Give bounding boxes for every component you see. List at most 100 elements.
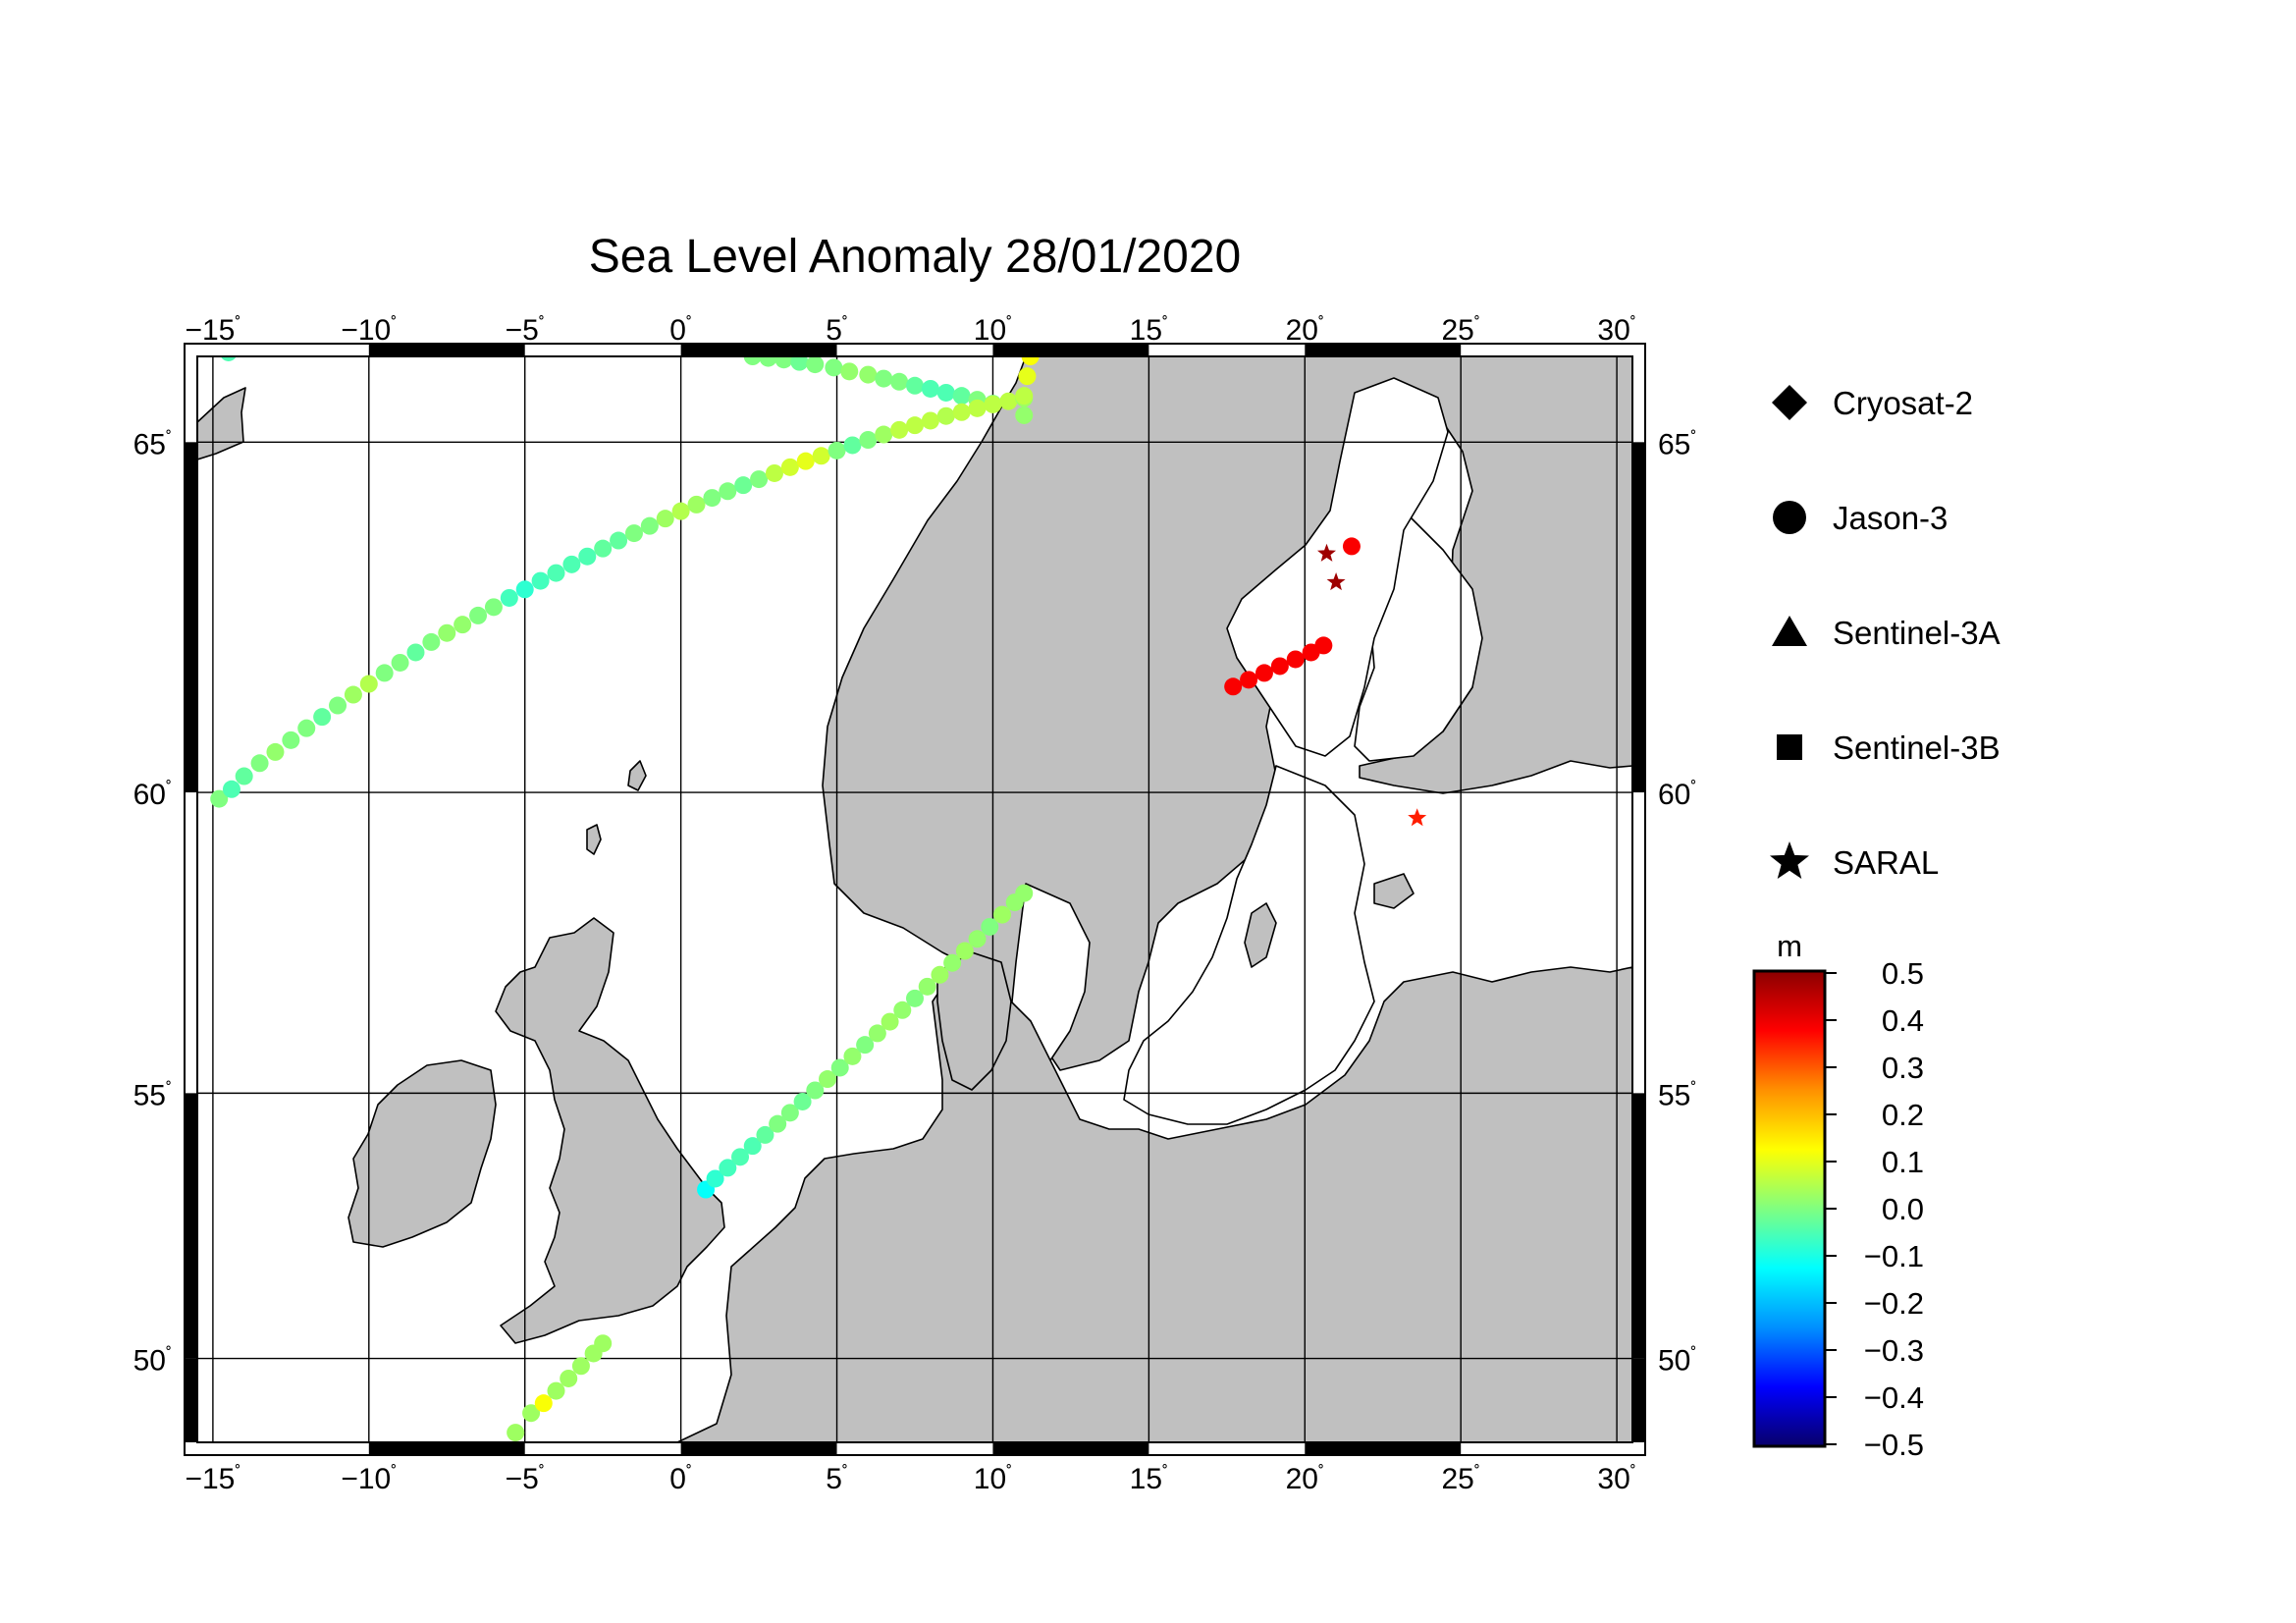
- track-saral: [1317, 543, 1427, 827]
- jason3-point: [594, 1334, 613, 1353]
- jason3-point: [906, 376, 924, 395]
- jason3-point: [391, 653, 409, 672]
- jason3-point: [890, 372, 909, 391]
- jason3-point: [868, 1024, 886, 1043]
- jason3-point: [952, 387, 971, 406]
- jason3-point: [906, 416, 924, 435]
- jason3-point: [671, 502, 690, 520]
- jason3-point: [999, 392, 1018, 410]
- great-britain-land: [495, 917, 725, 1344]
- jason3-point: [921, 411, 939, 430]
- jason3-point: [706, 1169, 724, 1188]
- jason3-point: [968, 399, 987, 417]
- jason3-point: [719, 482, 737, 501]
- jason3-point: [210, 789, 229, 808]
- jason3-point: [610, 531, 628, 550]
- axis-tick-labels: −15˚ −15˚ −10˚ −10˚ −5˚ −5˚ 0˚ 0˚ 5˚ 5˚ 10˚ 10˚ 15˚ 1…: [133, 314, 1697, 1495]
- lat-tick-label: 55˚: [1658, 1079, 1696, 1111]
- star-icon: [1770, 841, 1809, 879]
- colorbar-label: 0.1: [1882, 1145, 1924, 1179]
- jason3-point: [500, 588, 518, 607]
- colorbar-label: −0.3: [1864, 1333, 1924, 1368]
- satellite-tracks: [210, 356, 1427, 1442]
- lon-tick-label: −15˚: [185, 314, 240, 347]
- jason3-point: [484, 598, 503, 617]
- jason3-point: [806, 356, 825, 374]
- jason3-point: [534, 1394, 553, 1413]
- jason3-point: [743, 1137, 762, 1156]
- jason3-point: [968, 930, 987, 948]
- frame-band: [368, 1442, 525, 1455]
- jason3-point: [793, 1092, 812, 1110]
- jason3-point: [981, 917, 999, 936]
- jason3-point: [422, 632, 441, 651]
- jason3-point: [843, 1047, 862, 1065]
- jason3-point: [812, 447, 830, 465]
- jason3-point: [843, 436, 862, 455]
- legend-label: Sentinel-3A: [1833, 615, 2001, 651]
- jason3-point: [790, 356, 809, 371]
- colorbar: m 0.5 0.4 0.3 0.2 0.1 0.0 −0.1 −0.2 −0.3 −0.4 −0.5: [1752, 929, 1924, 1462]
- faroe-land: [627, 760, 647, 791]
- jason3-point: [992, 905, 1011, 924]
- jason3-point: [522, 1404, 541, 1423]
- frame-band: [680, 344, 837, 356]
- lat-tick-label: 55˚: [133, 1079, 172, 1111]
- frame-band: [368, 344, 525, 356]
- jason3-point: [859, 365, 878, 384]
- jason3-point: [235, 767, 253, 785]
- jason3-point: [830, 1058, 849, 1077]
- jason3-point: [624, 524, 643, 543]
- jason3-point: [469, 606, 488, 624]
- jason3-point: [759, 356, 777, 367]
- jason3-point: [796, 452, 815, 470]
- jason3-point: [1018, 367, 1037, 386]
- frame-band: [680, 1442, 837, 1455]
- gotland-land: [1244, 902, 1277, 968]
- track-jason-3: [697, 884, 1034, 1199]
- jason3-point: [750, 470, 769, 489]
- map-plot-area: [184, 343, 1646, 1456]
- jason3-point: [856, 1036, 875, 1055]
- jason3-point: [955, 942, 974, 960]
- jason3-point: [562, 555, 581, 573]
- jason3-point: [640, 516, 659, 535]
- jason3-point: [246, 356, 254, 357]
- jason3-point: [780, 458, 799, 476]
- colorbar-label: 0.0: [1882, 1192, 1924, 1226]
- jason3-point: [921, 379, 939, 398]
- jason3-point: [1255, 664, 1273, 682]
- jason3-point: [594, 539, 613, 558]
- jason3-point: [774, 356, 793, 369]
- jason3-point: [918, 977, 936, 996]
- jason3-point: [359, 675, 378, 693]
- jason3-point: [936, 383, 955, 402]
- lon-tick-label: 30˚: [1597, 314, 1635, 347]
- jason3-point: [375, 664, 394, 682]
- frame-band: [992, 1442, 1149, 1455]
- jason3-point: [828, 441, 846, 460]
- jason3-point: [250, 754, 269, 773]
- jason3-point: [806, 1081, 825, 1100]
- jason3-point: [290, 356, 298, 357]
- jason3-point: [222, 780, 240, 798]
- jason3-point: [890, 420, 909, 439]
- colorbar-unit: m: [1777, 929, 1802, 963]
- outer-frame: [184, 343, 1646, 1456]
- lon-tick-label: 15˚: [1130, 314, 1168, 347]
- frame-band: [1632, 1358, 1645, 1442]
- jason3-point: [1224, 677, 1243, 696]
- jason3-point: [656, 510, 674, 528]
- jason3-point: [875, 425, 893, 444]
- frame-band: [185, 442, 197, 793]
- lon-tick-label: −15˚: [185, 1463, 240, 1495]
- jason3-point: [268, 356, 277, 357]
- jason3-point: [454, 616, 472, 634]
- jason3-point: [311, 356, 320, 357]
- jason3-point: [1015, 406, 1034, 424]
- jason3-point: [547, 564, 565, 582]
- saral-point: [1317, 543, 1336, 562]
- jason3-point: [756, 1125, 774, 1144]
- lon-tick-label: −5˚: [506, 1463, 545, 1495]
- jason3-point: [952, 403, 971, 421]
